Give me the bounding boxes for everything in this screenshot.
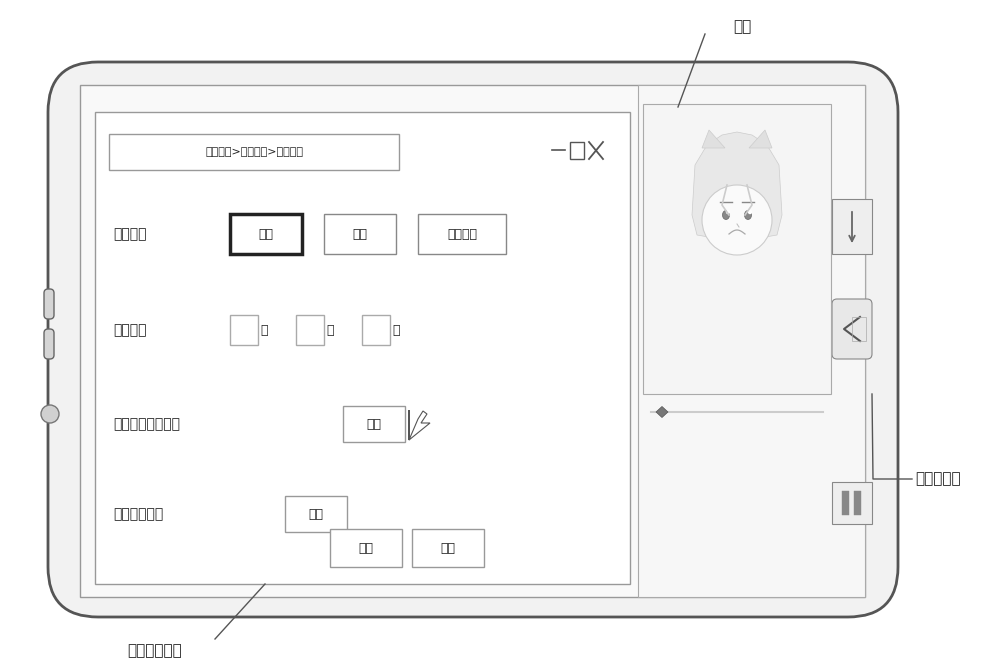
Text: 分: 分: [326, 324, 334, 337]
Text: 确定: 确定: [358, 541, 374, 555]
Bar: [638, 85, 865, 597]
FancyBboxPatch shape: [48, 62, 898, 617]
Polygon shape: [656, 407, 668, 417]
Text: 互动设置>输入方式>文本方式: 互动设置>输入方式>文本方式: [205, 147, 303, 157]
FancyBboxPatch shape: [44, 289, 54, 319]
Bar: [418, 214, 506, 254]
Text: 设置: 设置: [308, 508, 324, 520]
Bar: [296, 315, 324, 345]
Bar: [330, 529, 402, 567]
Bar: [95, 112, 630, 584]
Bar: [832, 482, 872, 524]
Bar: [852, 317, 866, 341]
Text: 返回: 返回: [441, 541, 456, 555]
Circle shape: [748, 211, 752, 213]
Bar: [109, 134, 399, 170]
Text: 互动设置界面: 互动设置界面: [128, 644, 182, 658]
Text: 主播: 主播: [733, 19, 751, 35]
Ellipse shape: [722, 211, 729, 219]
Bar: [643, 104, 831, 394]
Circle shape: [702, 185, 772, 255]
Text: 设置: 设置: [367, 417, 382, 430]
Bar: [324, 214, 396, 254]
Polygon shape: [692, 132, 782, 242]
FancyBboxPatch shape: [832, 299, 872, 359]
Bar: [412, 529, 484, 567]
Ellipse shape: [744, 211, 752, 219]
Polygon shape: [749, 130, 772, 148]
Circle shape: [726, 211, 729, 213]
Bar: [230, 214, 302, 254]
Bar: [570, 142, 584, 159]
Text: 互动时长: 互动时长: [113, 323, 147, 337]
Text: 互动类型: 互动类型: [113, 227, 147, 241]
Bar: [343, 406, 405, 442]
Text: 互动区域标签: 互动区域标签: [113, 507, 163, 521]
Polygon shape: [702, 130, 725, 148]
Bar: [362, 315, 390, 345]
Text: 主播客户端: 主播客户端: [915, 472, 961, 486]
Text: 投票: 投票: [258, 227, 274, 240]
Text: 物品搜索: 物品搜索: [447, 227, 477, 240]
Bar: [230, 315, 258, 345]
Text: 秒: 秒: [392, 324, 400, 337]
FancyBboxPatch shape: [44, 329, 54, 359]
Bar: [80, 85, 865, 597]
Bar: [285, 496, 347, 532]
Bar: [842, 491, 849, 515]
Bar: [832, 199, 872, 254]
Text: 互动区域划分方式: 互动区域划分方式: [113, 417, 180, 431]
Text: 时: 时: [260, 324, 268, 337]
Circle shape: [41, 405, 59, 423]
Polygon shape: [409, 410, 430, 440]
Text: 抢答: 抢答: [352, 227, 368, 240]
Bar: [854, 491, 861, 515]
